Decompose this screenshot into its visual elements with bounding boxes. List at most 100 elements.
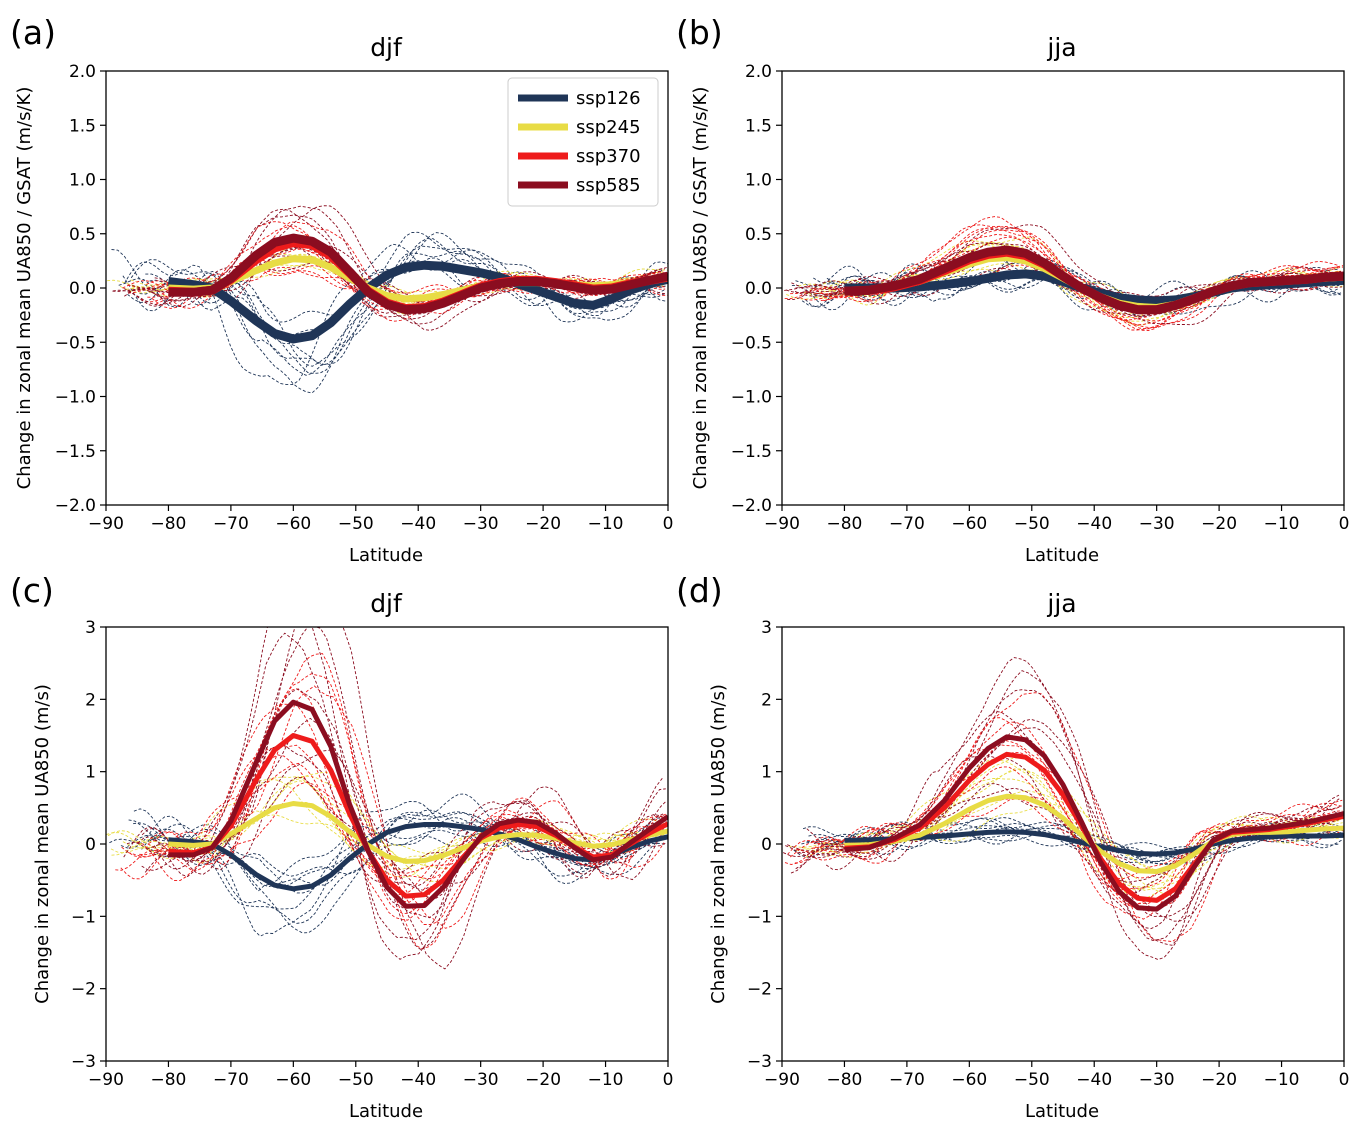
ytick-label-a-1: 1.5 xyxy=(69,116,96,136)
xtick-label-d-1: −80 xyxy=(826,1070,862,1090)
member-line-ssp126-c-8 xyxy=(127,811,665,934)
series-group-c xyxy=(106,627,668,970)
mean-line-ssp245-d xyxy=(844,793,1344,874)
member-line-ssp585-a-8 xyxy=(127,208,665,318)
mean-line-ssp585-c xyxy=(168,699,668,909)
ytick-label-b-3: 0.5 xyxy=(745,225,772,245)
xtick-label-d-5: −40 xyxy=(1076,1070,1112,1090)
member-line-ssp126-d-0 xyxy=(818,818,1344,859)
xtick-label-b-9: 0 xyxy=(1339,514,1350,534)
ytick-label-b-5: −0.5 xyxy=(731,333,772,353)
ytick-label-b-8: −2.0 xyxy=(731,496,772,516)
panel-d-xlabel: Latitude xyxy=(1025,1101,1099,1121)
series-group-a xyxy=(107,205,668,394)
mean-line-ssp126-d xyxy=(844,829,1344,857)
panel-b-letter: (b) xyxy=(676,13,723,52)
member-line-ssp585-d-0 xyxy=(790,670,1341,946)
ytick-label-b-6: −1.0 xyxy=(731,388,772,408)
xtick-label-b-2: −70 xyxy=(889,514,925,534)
panel-a: (a) djf Latitude Change in zonal mean UA… xyxy=(10,13,423,566)
xtick-label-b-6: −30 xyxy=(1139,514,1175,534)
member-line-ssp370-a-4 xyxy=(132,225,664,322)
member-line-ssp126-b-7 xyxy=(795,265,1339,303)
member-line-ssp585-a-0 xyxy=(150,205,663,325)
member-line-ssp585-c-1 xyxy=(126,627,665,950)
panel-b-ylabel: Change in zonal mean UA850 / GSAT (m/s/K… xyxy=(690,87,711,490)
xtick-label-b-7: −20 xyxy=(1201,514,1237,534)
member-line-ssp245-c-4 xyxy=(111,771,668,883)
member-line-ssp370-c-3 xyxy=(121,688,666,915)
member-line-ssp126-b-2 xyxy=(826,262,1339,315)
xtick-label-a-3: −60 xyxy=(275,514,311,534)
ytick-label-c-0: 3 xyxy=(85,618,96,638)
ytick-label-a-0: 2.0 xyxy=(69,62,96,82)
xtick-label-b-3: −60 xyxy=(951,514,987,534)
xtick-label-d-4: −50 xyxy=(1014,1070,1050,1090)
panel-a-ylabel: Change in zonal mean UA850 / GSAT (m/s/K… xyxy=(14,87,35,490)
panel-d-letter: (d) xyxy=(676,571,723,610)
ytick-label-b-4: 0.0 xyxy=(745,279,772,299)
xtick-label-d-6: −30 xyxy=(1139,1070,1175,1090)
xtick-label-c-8: −10 xyxy=(588,1070,624,1090)
member-line-ssp585-c-8 xyxy=(153,632,666,941)
xtick-label-b-8: −10 xyxy=(1264,514,1300,534)
panel-a-title: djf xyxy=(370,33,403,62)
plot-area-b: −90 −80 −70 −60 −50 −40 −30 −20 −10 0 2.0 1.5 1.0 0.5… xyxy=(731,62,1350,534)
member-line-ssp370-d-7 xyxy=(787,717,1344,920)
member-line-ssp370-b-4 xyxy=(799,224,1344,331)
member-line-ssp126-a-2 xyxy=(145,245,664,374)
member-line-ssp585-d-8 xyxy=(795,657,1340,960)
xtick-label-b-0: −90 xyxy=(764,514,800,534)
xtick-label-d-8: −10 xyxy=(1264,1070,1300,1090)
panel-d: (d) jja Latitude Change in zonal mean UA… xyxy=(676,571,1099,1122)
ytick-label-a-2: 1.0 xyxy=(69,171,96,191)
legend-label-ssp245: ssp245 xyxy=(576,117,641,138)
xtick-label-b-4: −50 xyxy=(1014,514,1050,534)
ytick-label-d-1: 2 xyxy=(761,690,772,710)
ytick-label-d-2: 1 xyxy=(761,763,772,783)
ytick-label-a-5: −0.5 xyxy=(55,333,96,353)
xtick-label-d-9: 0 xyxy=(1339,1070,1350,1090)
member-line-ssp585-c-3 xyxy=(141,717,667,891)
ytick-label-b-0: 2.0 xyxy=(745,62,772,82)
member-line-ssp126-a-3 xyxy=(123,243,668,386)
ytick-label-d-5: −2 xyxy=(747,980,772,1000)
ytick-label-c-1: 2 xyxy=(85,690,96,710)
xtick-label-a-5: −40 xyxy=(400,514,436,534)
mean-line-ssp585-b xyxy=(844,245,1344,315)
mean-line-ssp126-a xyxy=(167,260,668,344)
xtick-label-d-7: −20 xyxy=(1201,1070,1237,1090)
member-line-ssp585-c-7 xyxy=(137,627,663,960)
ytick-label-d-4: −1 xyxy=(747,907,772,927)
member-line-ssp245-c-6 xyxy=(122,775,667,870)
panel-c-ylabel: Change in zonal mean UA850 (m/s) xyxy=(32,684,53,1004)
series-group-b xyxy=(784,216,1344,331)
member-line-ssp126-b-4 xyxy=(813,255,1344,311)
plot-area-c: −90 −80 −70 −60 −50 −40 −30 −20 −10 0 3 2 1 0 −1 −2 −3 xyxy=(71,618,673,1090)
ytick-label-a-8: −2.0 xyxy=(55,496,96,516)
ytick-label-a-6: −1.0 xyxy=(55,388,96,408)
ytick-label-d-0: 3 xyxy=(761,618,772,638)
member-line-ssp585-c-2 xyxy=(141,688,668,919)
xtick-label-a-2: −70 xyxy=(213,514,249,534)
xtick-label-c-5: −40 xyxy=(400,1070,436,1090)
panel-d-title: jja xyxy=(1046,589,1076,618)
legend-label-ssp370: ssp370 xyxy=(576,146,641,167)
member-line-ssp585-c-6 xyxy=(144,627,664,970)
mean-line-ssp126-c xyxy=(168,822,668,892)
member-line-ssp370-a-5 xyxy=(151,221,665,312)
xtick-label-b-1: −80 xyxy=(826,514,862,534)
ytick-label-a-7: −1.5 xyxy=(55,442,96,462)
member-line-ssp585-d-2 xyxy=(787,718,1344,922)
panel-c-xlabel: Latitude xyxy=(349,1101,423,1121)
panel-c-letter: (c) xyxy=(10,571,54,610)
plot-area-a: −90 −80 −70 −60 −50 −40 −30 −20 −10 0 2.0 1.5 1.0 0.5… xyxy=(55,62,674,534)
xtick-label-c-6: −30 xyxy=(463,1070,499,1090)
member-line-ssp585-d-3 xyxy=(785,727,1342,918)
xtick-label-b-5: −40 xyxy=(1076,514,1112,534)
panel-a-xlabel: Latitude xyxy=(349,545,423,566)
member-line-ssp126-d-6 xyxy=(801,822,1339,866)
panel-d-ylabel: Change in zonal mean UA850 (m/s) xyxy=(708,684,729,1004)
member-line-ssp585-b-3 xyxy=(802,242,1340,317)
